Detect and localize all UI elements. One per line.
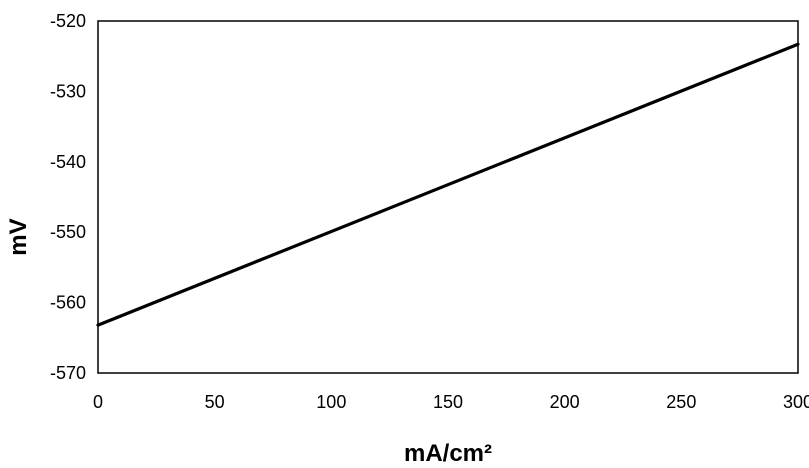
y-tick-label: -570 (50, 363, 86, 383)
x-tick-label: 300 (783, 392, 809, 412)
y-axis-tick-labels: -520 -530 -540 -550 -560 -570 (50, 11, 86, 383)
x-tick-label: 200 (550, 392, 580, 412)
plot-area-frame (97, 20, 799, 374)
x-axis-title: mA/cm² (404, 440, 492, 467)
y-axis-title: mV (5, 218, 32, 255)
x-tick-label: 150 (433, 392, 463, 412)
x-tick-label: 100 (316, 392, 346, 412)
y-tick-label: -560 (50, 293, 86, 313)
x-tick-label: 50 (205, 392, 225, 412)
y-tick-label: -530 (50, 81, 86, 101)
y-tick-label: -520 (50, 11, 86, 31)
y-tick-label: -550 (50, 222, 86, 242)
y-tick-label: -540 (50, 152, 86, 172)
series-layer (96, 42, 800, 327)
x-axis-tick-labels: 0 50 100 150 200 250 300 (93, 392, 809, 412)
x-tick-label: 250 (666, 392, 696, 412)
series-line (96, 42, 800, 327)
x-tick-label: 0 (93, 392, 103, 412)
